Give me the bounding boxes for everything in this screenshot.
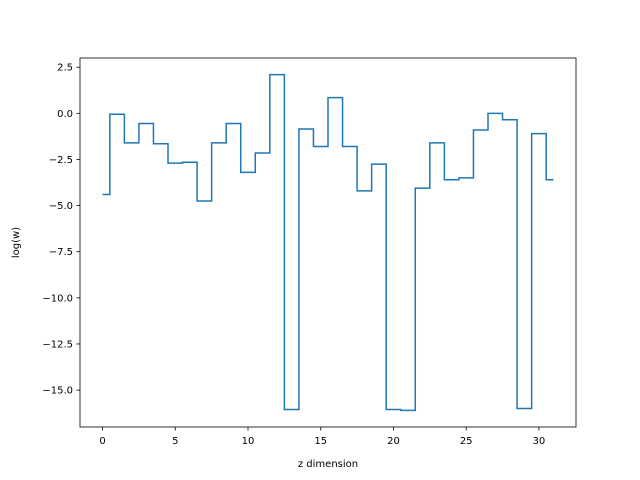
- y-tick-label: 0.0: [57, 109, 73, 120]
- x-tick-label: 15: [314, 436, 327, 447]
- y-tick-label: −15.0: [42, 386, 73, 397]
- x-tick-label: 0: [99, 436, 105, 447]
- y-tick-label: −2.5: [49, 155, 73, 166]
- x-tick-label: 25: [460, 436, 473, 447]
- plot-frame: [79, 57, 577, 428]
- y-tick-label: −12.5: [42, 339, 73, 350]
- series-line: [102, 73, 554, 412]
- x-tick-label: 20: [387, 436, 400, 447]
- y-tick-label: 2.5: [57, 63, 73, 74]
- x-tick-label: 30: [533, 436, 546, 447]
- x-axis-label: z dimension: [298, 459, 358, 470]
- y-tick-label: −7.5: [49, 247, 73, 258]
- x-tick-label: 10: [242, 436, 255, 447]
- y-tick-label: −10.0: [42, 293, 73, 304]
- x-tick-label: 5: [172, 436, 178, 447]
- y-axis-label: log(w): [11, 227, 22, 258]
- y-tick-label: −5.0: [49, 201, 73, 212]
